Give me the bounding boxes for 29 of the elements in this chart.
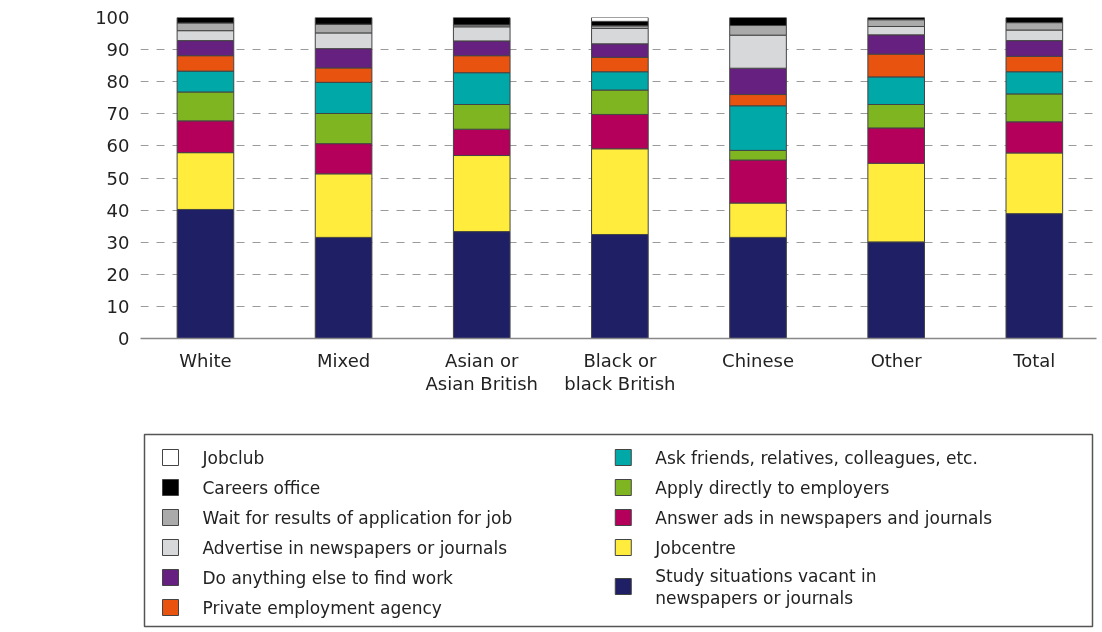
x-tick-label: Mixed: [317, 349, 371, 371]
y-tick-label: 80: [106, 71, 130, 93]
y-tick-label: 50: [106, 167, 130, 189]
legend-label: Apply directly to employers: [655, 477, 890, 498]
legend-label: Advertise in newspapers or journals: [202, 537, 508, 558]
x-tick-label: White: [179, 349, 232, 371]
legend-label: Answer ads in newspapers and journals: [655, 507, 993, 528]
legend-label: Private employment agency: [202, 597, 442, 618]
x-tick-label: Asian or Asian British: [425, 349, 538, 394]
legend-label: Ask friends, relatives, colleagues, etc.: [655, 447, 978, 468]
y-tick-label: 10: [106, 295, 130, 317]
y-tick-label: 100: [95, 7, 130, 28]
y-tick-label: 0: [118, 328, 130, 349]
x-tick-label: Black or black British: [564, 349, 676, 394]
legend-label: Jobclub: [201, 447, 265, 468]
legend-label: Careers office: [202, 477, 321, 498]
legend-label: Jobcentre: [654, 537, 736, 558]
y-tick-label: 60: [106, 135, 130, 157]
legend-label: Do anything else to find work: [202, 567, 454, 588]
y-tick-label: 40: [106, 199, 130, 221]
legend-label: Wait for results of application for job: [202, 507, 513, 528]
y-tick-label: 30: [106, 231, 130, 253]
x-tick-label: Other: [870, 349, 923, 371]
x-tick-label: Total: [1012, 349, 1056, 371]
y-tick-label: 20: [106, 263, 130, 285]
y-tick-label: 70: [106, 103, 130, 125]
x-tick-label: Chinese: [722, 349, 794, 371]
legend-label: Study situations vacant in newspapers or journals: [655, 565, 877, 608]
y-tick-label: 90: [106, 39, 130, 61]
